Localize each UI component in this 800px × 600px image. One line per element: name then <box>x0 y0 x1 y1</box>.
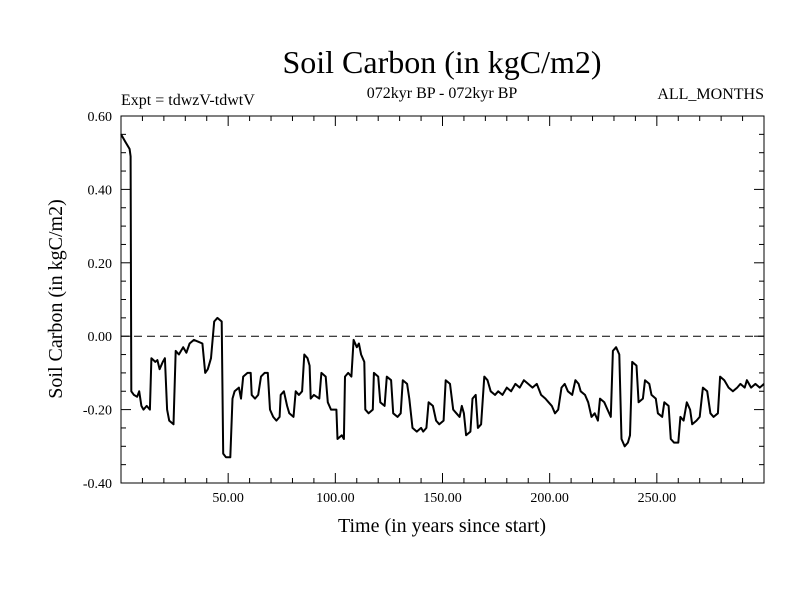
y-axis-label: Soil Carbon (in kgC/m2) <box>45 199 67 398</box>
plot-frame <box>120 115 765 484</box>
y-tick-label: -0.40 <box>83 477 112 492</box>
y-tick-label: 0.40 <box>88 183 113 198</box>
y-axis-ticks <box>121 133 764 466</box>
x-tick-label: 100.00 <box>316 491 355 506</box>
months-label: ALL_MONTHS <box>657 86 764 103</box>
y-tick-label: 0.60 <box>88 110 113 125</box>
chart-title: Soil Carbon (in kgC/m2) <box>282 44 601 80</box>
x-tick-label: 150.00 <box>423 491 462 506</box>
period-label: 072kyr BP - 072kyr BP <box>367 85 518 102</box>
x-tick-label: 250.00 <box>638 491 677 506</box>
x-tick-label: 50.00 <box>212 491 244 506</box>
x-axis-tick-labels: 50.00 100.00 150.00 200.00 250.00 <box>212 491 676 506</box>
y-tick-label: 0.00 <box>88 330 113 345</box>
x-axis-label: Time (in years since start) <box>338 515 546 537</box>
x-axis-ticks <box>141 116 744 483</box>
experiment-label: Expt = tdwzV-tdwtV <box>121 92 255 109</box>
y-axis-tick-labels: -0.40 -0.20 0.00 0.20 0.40 0.60 <box>83 110 112 492</box>
y-tick-label: 0.20 <box>88 257 113 272</box>
y-tick-label: -0.20 <box>83 404 112 419</box>
soil-carbon-series-line <box>120 133 765 459</box>
x-tick-label: 200.00 <box>530 491 569 506</box>
